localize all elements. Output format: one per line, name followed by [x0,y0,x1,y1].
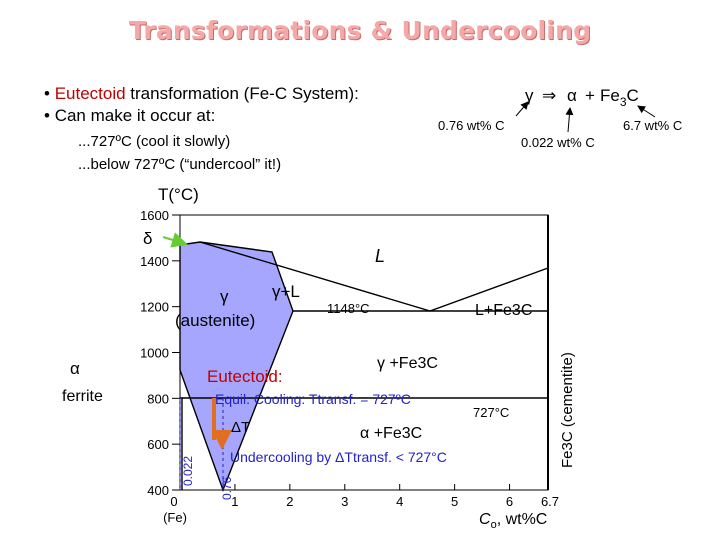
x-tick-label: 3 [341,494,348,509]
y-tick-label: 1200 [140,300,169,315]
xlabel-c: C [479,511,491,528]
eutectoid-note: Eutectoid: [207,367,283,386]
y-axis-ticks: 1600 1400 1200 1000 800 600 400 [140,208,180,498]
equil-cooling-note: Equil. Cooling: Ttransf. = 727ºC [215,391,411,407]
reaction-plus: + [585,86,595,105]
arrow-gamma-annot [515,101,529,117]
ferrite-boundary [180,397,183,490]
y-tick-label: 1400 [140,254,169,269]
x-tick-label: 5 [451,494,458,509]
reaction-equation: γ ⇒ α + Fe3C [525,86,639,109]
slide-title: Transformations & Undercooling [128,16,592,45]
y-tick-label: 1600 [140,208,169,223]
delta-arrow [162,232,188,248]
label-0022: 0.022 [181,456,195,486]
fe-part: Fe [600,86,620,105]
gamma-fe3c-label: γ +Fe3C [377,355,438,372]
subscript-3: 3 [620,95,627,109]
y-tick-label: 600 [147,437,169,452]
bullet-symbol: • [44,84,50,103]
x-tick-label: 6.7 [541,494,559,509]
t-1148-label: 1148°C [327,301,370,316]
bullet-symbol: • [44,106,50,125]
annot-fe3c-67: 6.7 wt% C [623,118,682,133]
reaction-gamma: γ [525,86,534,105]
reaction-arrow: ⇒ [542,86,556,105]
alpha-label: α [70,359,80,378]
x-tick-label: 1 [231,494,238,509]
x-tick-label: 6 [506,494,513,509]
liquid-label: L [375,246,385,266]
gamma-label: γ [220,287,229,306]
arrow-fe3c-annot [637,105,656,118]
annot-gamma-076: 0.76 wt% C [438,118,504,133]
delta-t-label: ΔT [231,419,250,436]
delta-label: δ [143,229,152,248]
xlabel-o: o [491,519,497,531]
y-tick-label: 400 [147,483,169,498]
undercooling-note: Undercooling by ΔTtransf. < 727°C [230,449,447,465]
x-axis-label: Co, wt%C [479,511,547,531]
t-727-label: 727°C [473,405,509,420]
ferrite-label: ferrite [62,388,103,405]
y-tick-label: 800 [147,391,169,406]
annot-alpha-0022: 0.022 wt% C [521,135,595,150]
sub-line-slow: ...727ºC (cool it slowly) [78,133,231,150]
bullet-text: Can make it occur at: [54,106,216,125]
reaction-fe3c: Fe3C [600,86,639,109]
x-axis-ticks: 0 1 2 3 4 5 6 6.7 [170,484,559,509]
gamma-l-label: γ+L [272,282,300,301]
y-axis-label: T(°C) [158,185,199,204]
arrow-alpha-annot [565,107,574,133]
x-zero-fe: (Fe) [163,510,187,525]
x-tick-label: 2 [286,494,293,509]
x-tick-label: 4 [396,494,403,509]
eutectoid-highlight: Eutectoid [54,84,126,103]
xlabel-rest: , wt%C [497,511,548,528]
cementite-axis-label: Fe3C (cementite) [559,352,576,468]
austenite-label: (austenite) [175,311,255,330]
c-part: C [627,86,639,105]
l-fe3c-label: L+Fe3C [475,302,532,319]
sub-line-undercool: ...below 727ºC (“undercool” it!) [78,156,282,173]
alpha-fe3c-label: α +Fe3C [360,425,422,442]
bullet-text: transformation (Fe-C System): [125,84,359,103]
bullet-make-occur: • Can make it occur at: [44,106,215,126]
reaction-alpha: α [567,86,577,105]
y-tick-label: 1000 [140,346,169,361]
label-076: 0.76 [220,476,234,500]
bullet-eutectoid: • Eutectoid transformation (Fe-C System)… [44,84,359,104]
x-tick-label: 0 [170,494,177,509]
